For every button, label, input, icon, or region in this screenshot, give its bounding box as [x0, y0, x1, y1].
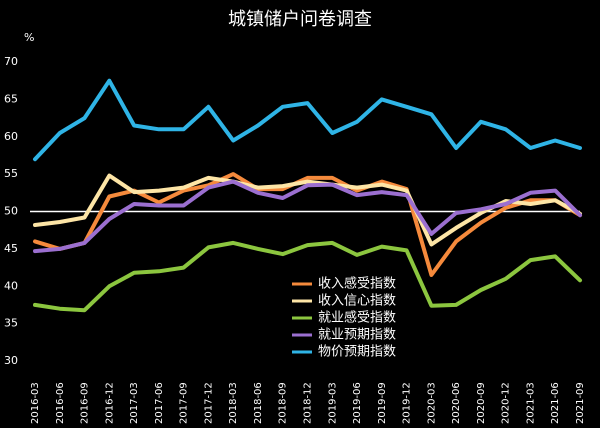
x-tick-label: 2020-09 — [476, 382, 487, 424]
x-tick-label: 2017-12 — [203, 382, 214, 424]
x-tick-label: 2019-03 — [327, 382, 338, 424]
line-series — [33, 240, 582, 313]
x-tick-label: 2016-09 — [80, 382, 91, 424]
x-tick-label: 2020-03 — [426, 382, 437, 424]
x-tick-label: 2019-12 — [402, 382, 413, 424]
x-tick-label: 2017-06 — [154, 382, 165, 424]
x-tick-label: 2020-06 — [451, 382, 462, 424]
legend-label: 收入信心指数 — [318, 294, 396, 309]
chart-title: 城镇储户问卷调查 — [228, 9, 372, 30]
line-series — [33, 172, 582, 277]
x-tick-label: 2021-09 — [575, 382, 586, 424]
y-tick-label: 55 — [4, 167, 18, 180]
legend-label: 就业感受指数 — [318, 310, 396, 326]
x-tick-label: 2020-12 — [501, 382, 512, 424]
x-tick-label: 2016-12 — [104, 382, 115, 424]
x-tick-label: 2021-03 — [525, 382, 536, 424]
x-tick-label: 2016-03 — [30, 382, 41, 424]
legend-label: 就业预期指数 — [318, 328, 396, 343]
y-unit: % — [24, 31, 34, 44]
x-tick-label: 2019-06 — [352, 382, 363, 424]
y-tick-label: 45 — [4, 242, 18, 255]
x-tick-label: 2018-06 — [253, 382, 264, 424]
x-tick-label: 2018-03 — [228, 382, 239, 424]
y-tick-label: 35 — [4, 317, 18, 330]
y-tick-label: 40 — [4, 279, 18, 292]
x-tick-label: 2021-06 — [550, 382, 561, 424]
line-series — [33, 78, 582, 162]
x-tick-label: 2017-03 — [129, 382, 140, 424]
x-tick-label: 2018-12 — [303, 382, 314, 424]
y-tick-label: 70 — [4, 55, 18, 68]
legend-label: 物价预期指数 — [318, 345, 396, 360]
y-tick-label: 60 — [4, 130, 18, 143]
x-tick-label: 2016-06 — [55, 382, 66, 424]
x-tick-label: 2019-09 — [377, 382, 388, 424]
y-tick-label: 30 — [4, 354, 18, 367]
line-series — [33, 179, 582, 254]
y-tick-label: 65 — [4, 92, 18, 105]
x-tick-label: 2018-09 — [278, 382, 289, 424]
legend-label: 收入感受指数 — [318, 276, 396, 292]
y-tick-label: 50 — [4, 205, 18, 218]
x-tick-label: 2017-09 — [179, 382, 190, 424]
